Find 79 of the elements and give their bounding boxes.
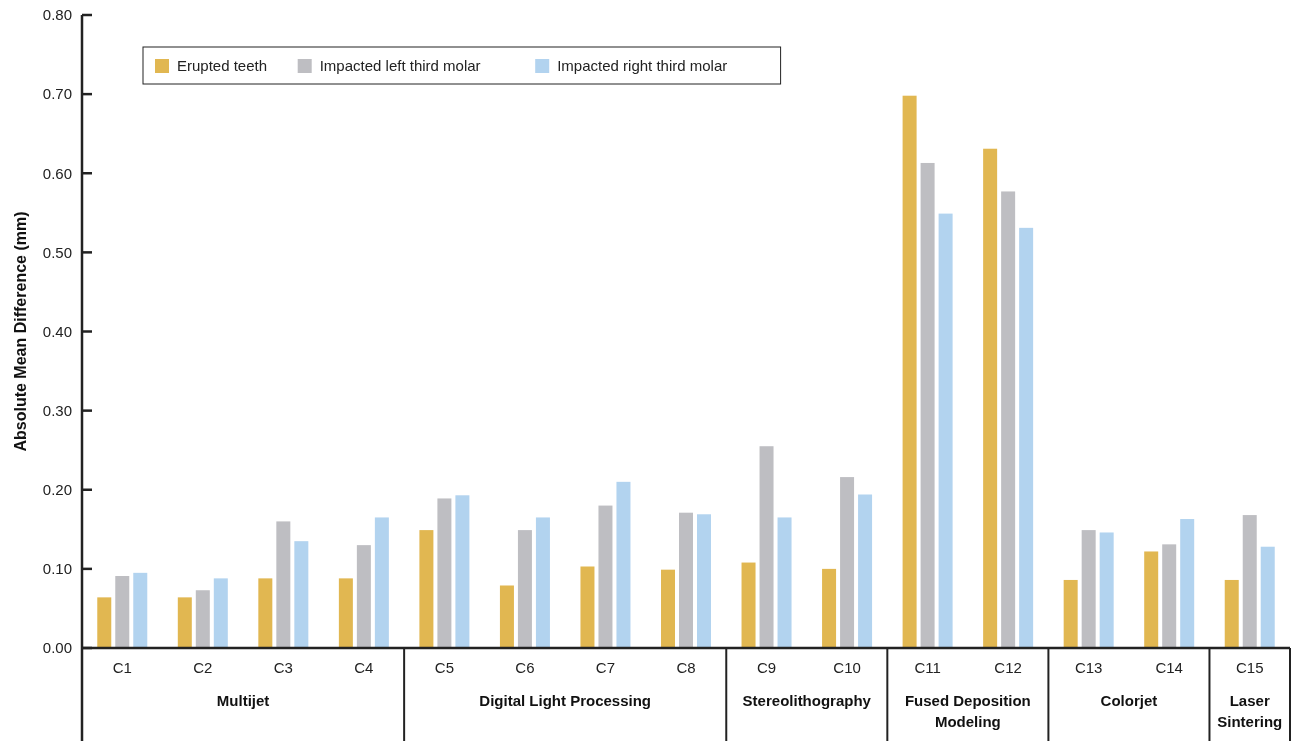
- x-tick-label: C15: [1235, 659, 1264, 676]
- bar: [822, 568, 837, 648]
- bar: [1180, 519, 1195, 648]
- bar: [697, 514, 711, 648]
- bar: [840, 477, 855, 648]
- bar: [499, 585, 514, 648]
- bar: [419, 530, 434, 648]
- legend-label: Impacted left third molar: [319, 57, 481, 74]
- bar: [177, 597, 192, 648]
- bar: [1144, 551, 1159, 648]
- bar: [1242, 515, 1257, 648]
- x-tick-label: C3: [273, 659, 293, 676]
- text: Colorjet: [1100, 692, 1158, 709]
- text: Stereolithography: [742, 692, 872, 709]
- bar: [356, 545, 371, 648]
- y-tick-label: 0.70: [42, 85, 72, 103]
- bar: [115, 576, 130, 648]
- text: Fused Deposition Modeling: [904, 692, 1031, 730]
- y-tick-label: 0.30: [42, 401, 72, 419]
- x-tick-label: C2: [193, 659, 213, 676]
- x-tick-label: C5: [434, 659, 454, 676]
- y-tick-label: 0.10: [42, 560, 72, 578]
- y-tick-label: 0.20: [42, 481, 72, 498]
- x-tick-label: C13: [1074, 659, 1103, 676]
- y-tick-label: 0.40: [42, 322, 72, 340]
- bar: [517, 530, 532, 648]
- bar: [294, 541, 309, 648]
- x-tick-label: C12: [994, 659, 1022, 676]
- x-tick-label: C14: [1155, 659, 1183, 676]
- bar: [535, 517, 550, 648]
- bar: [1224, 579, 1239, 648]
- bar: [938, 213, 953, 648]
- bar: [455, 495, 470, 648]
- legend-label: Impacted right third molar: [557, 57, 728, 74]
- bar: [759, 446, 774, 648]
- bar: [1019, 227, 1034, 648]
- y-tick-label: 0.80: [42, 6, 72, 24]
- bar: [338, 578, 353, 648]
- bar: [437, 498, 452, 648]
- bar: [1001, 191, 1016, 648]
- bar: [741, 562, 756, 648]
- x-tick-label: C9: [756, 659, 777, 676]
- bar: [374, 517, 389, 648]
- bar: [97, 597, 112, 648]
- x-tick-label: C4: [354, 659, 374, 676]
- bar: [258, 578, 273, 648]
- bar: [195, 590, 210, 648]
- bar: [133, 572, 148, 648]
- x-tick-label: C6: [515, 659, 535, 676]
- text: Laser Sintering: [1217, 692, 1283, 730]
- x-tick-label: C10: [833, 659, 861, 676]
- bar: [276, 521, 291, 648]
- bar: [1099, 532, 1114, 648]
- bar: [580, 566, 595, 648]
- y-tick-label: 0.50: [42, 243, 72, 261]
- x-tick-label: C8: [676, 659, 696, 676]
- bar: [777, 517, 792, 648]
- text: Digital Light Processing: [479, 692, 652, 709]
- y-tick-label: 0.60: [42, 164, 72, 182]
- bar: [661, 569, 675, 648]
- y-axis-title: Absolute Mean Difference (mm): [12, 211, 29, 452]
- bar: [1063, 579, 1078, 648]
- bar: [679, 512, 693, 648]
- bar: [858, 494, 873, 648]
- bar: [1162, 544, 1177, 648]
- bar: [213, 578, 228, 648]
- x-tick-label: C11: [914, 659, 941, 676]
- x-tick-label: C7: [595, 659, 616, 676]
- bar: [902, 95, 917, 648]
- x-tick-label: C1: [112, 659, 132, 676]
- bar: [1081, 530, 1096, 648]
- y-tick-label: 0.00: [42, 639, 72, 657]
- bar: [598, 505, 613, 648]
- bar: [983, 148, 998, 648]
- bar: [1260, 546, 1275, 648]
- bar: [616, 481, 631, 648]
- bar: [920, 162, 935, 648]
- text: Multijet: [216, 692, 270, 709]
- legend-label: Erupted teeth: [177, 57, 268, 74]
